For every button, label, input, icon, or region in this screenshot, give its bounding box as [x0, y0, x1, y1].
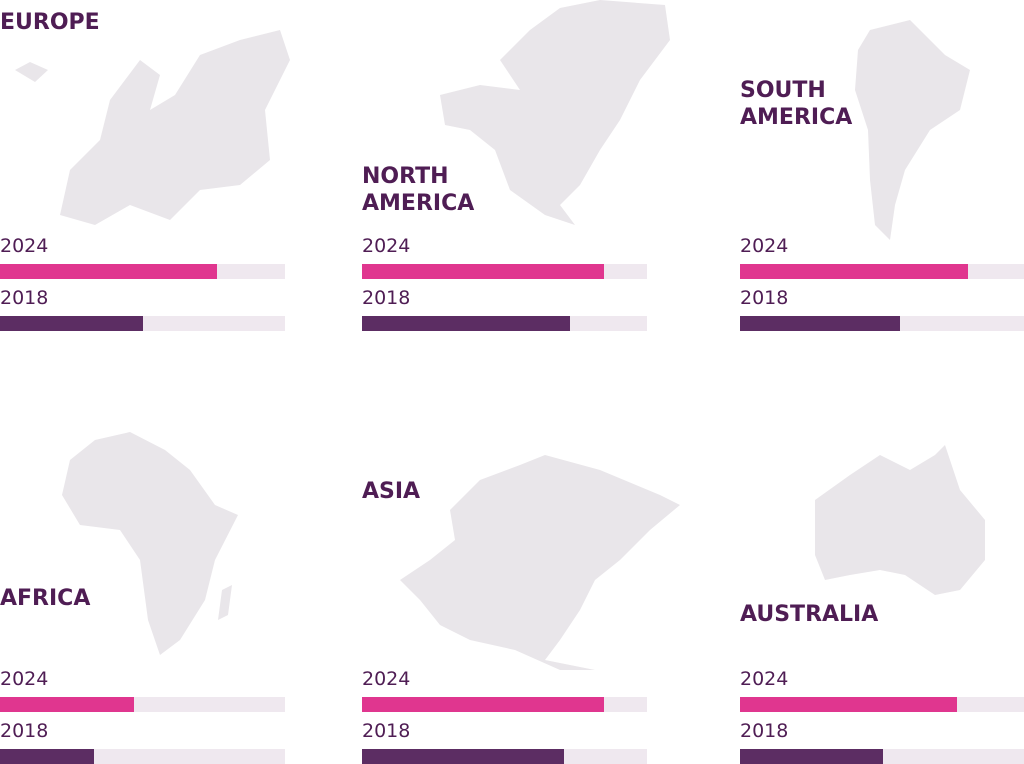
bar-track	[740, 316, 1024, 331]
bar-track	[0, 264, 285, 279]
bar-track	[0, 749, 285, 764]
panel-title: AUSTRALIA	[740, 602, 879, 627]
bar-track	[362, 749, 647, 764]
bar	[740, 316, 900, 331]
bar	[0, 316, 143, 331]
bar	[362, 264, 605, 279]
bar	[362, 316, 571, 331]
bar-label: 2018	[0, 287, 49, 309]
bar-label: 2018	[0, 720, 49, 742]
europe-map	[15, 30, 290, 225]
bar	[0, 697, 134, 712]
bar	[362, 697, 605, 712]
bar-label: 2018	[362, 287, 411, 309]
australia-map	[815, 445, 985, 595]
north-america-map	[440, 0, 670, 225]
bar	[362, 749, 565, 764]
panel-title: EUROPE	[0, 10, 100, 35]
bar	[740, 697, 957, 712]
bar-label: 2024	[362, 668, 411, 690]
bar-label: 2024	[362, 235, 411, 257]
south-america-map	[855, 20, 970, 240]
bar-track	[362, 264, 647, 279]
bar-track	[740, 697, 1024, 712]
bar-label: 2018	[740, 720, 789, 742]
bar	[740, 264, 968, 279]
panel-title: SOUTH AMERICA	[740, 78, 853, 130]
bar-label: 2018	[740, 287, 789, 309]
asia-map	[400, 455, 680, 670]
panel-title: AFRICA	[0, 586, 91, 611]
bar-track	[740, 264, 1024, 279]
bar-label: 2024	[0, 235, 49, 257]
bar-track	[362, 316, 647, 331]
bar-track	[362, 697, 647, 712]
bar-label: 2024	[740, 668, 789, 690]
panel-title: NORTH AMERICA	[362, 164, 475, 216]
bar	[0, 264, 217, 279]
bar-track	[0, 316, 285, 331]
bar	[740, 749, 883, 764]
bar-label: 2018	[362, 720, 411, 742]
bar-track	[0, 697, 285, 712]
bar	[0, 749, 95, 764]
panel-title: ASIA	[362, 479, 421, 504]
bar-label: 2024	[740, 235, 789, 257]
bar-label: 2024	[0, 668, 49, 690]
africa-map	[62, 432, 238, 655]
bar-track	[740, 749, 1024, 764]
